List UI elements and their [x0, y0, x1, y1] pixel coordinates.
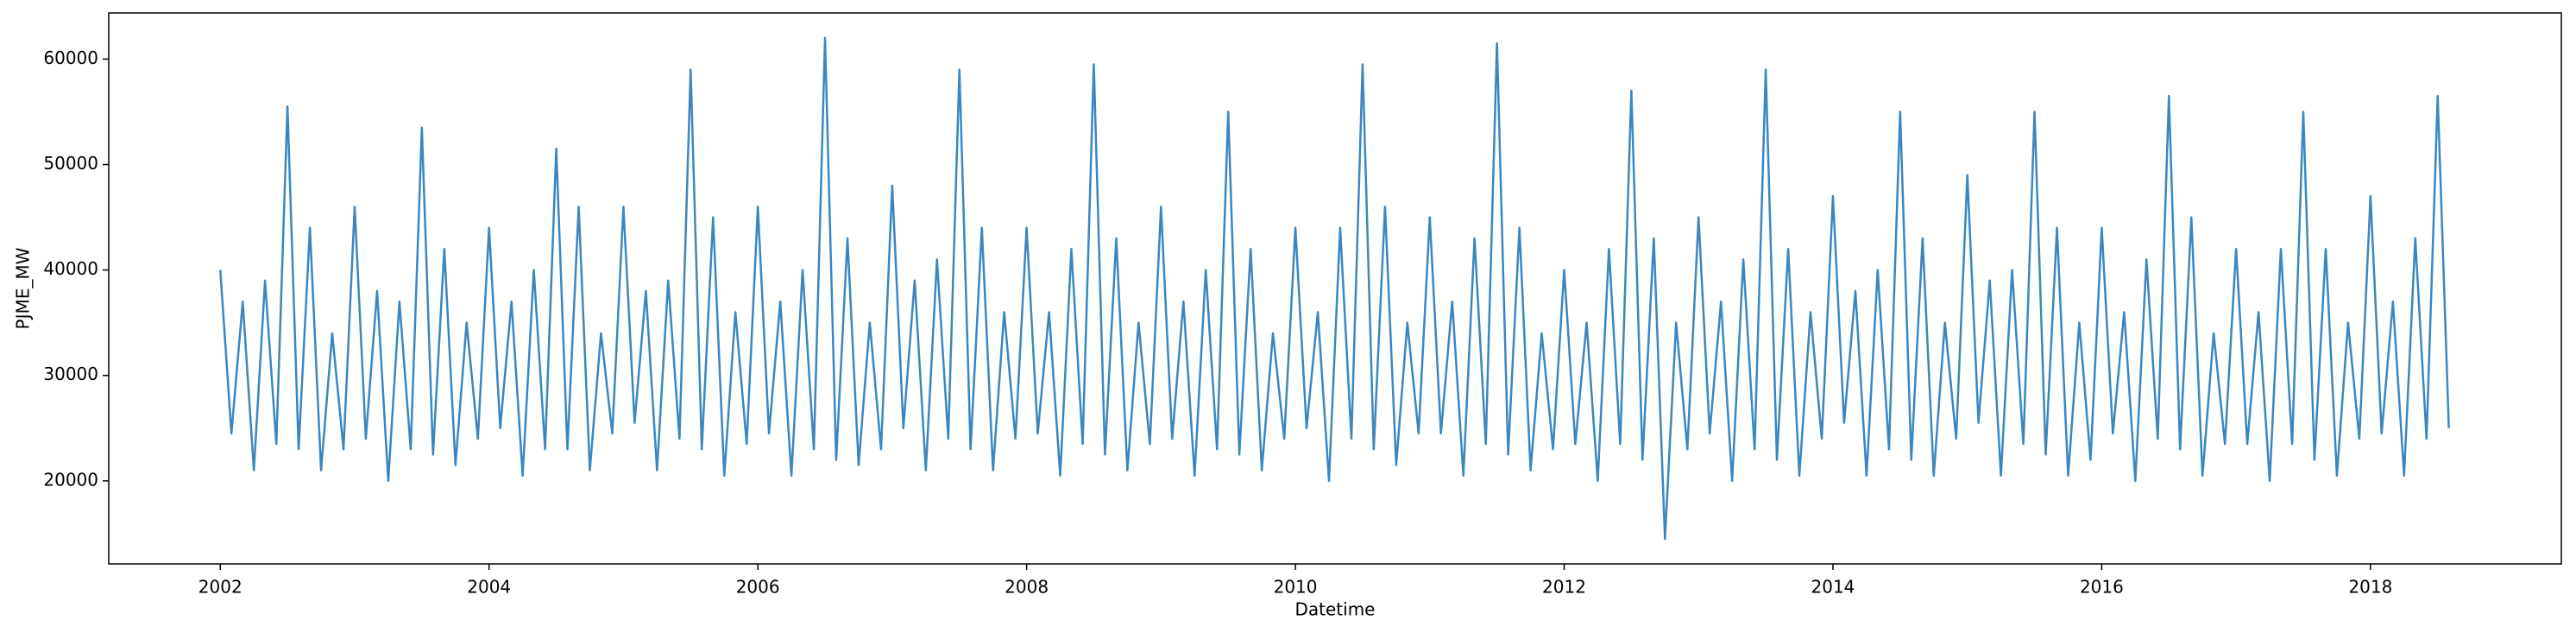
x-tick-label: 2006: [736, 577, 780, 598]
y-axis-label: PJME_MW: [13, 247, 34, 329]
x-tick-label: 2002: [198, 577, 242, 598]
y-tick-label: 50000: [43, 153, 98, 174]
x-tick-label: 2004: [467, 577, 511, 598]
x-tick-label: 2012: [1542, 577, 1586, 598]
x-tick-label: 2008: [1005, 577, 1049, 598]
x-tick-label: 2016: [2080, 577, 2124, 598]
y-tick-label: 40000: [43, 258, 98, 279]
y-tick-label: 30000: [43, 364, 98, 384]
x-tick-label: 2018: [2348, 577, 2392, 598]
series-line: [219, 36, 2450, 541]
x-axis-label: Datetime: [1295, 599, 1376, 620]
y-tick-label: 20000: [43, 469, 98, 490]
plot-frame: [108, 12, 2562, 565]
x-tick-label: 2010: [1274, 577, 1318, 598]
y-tick-label: 60000: [43, 47, 98, 68]
x-tick-label: 2014: [1811, 577, 1855, 598]
